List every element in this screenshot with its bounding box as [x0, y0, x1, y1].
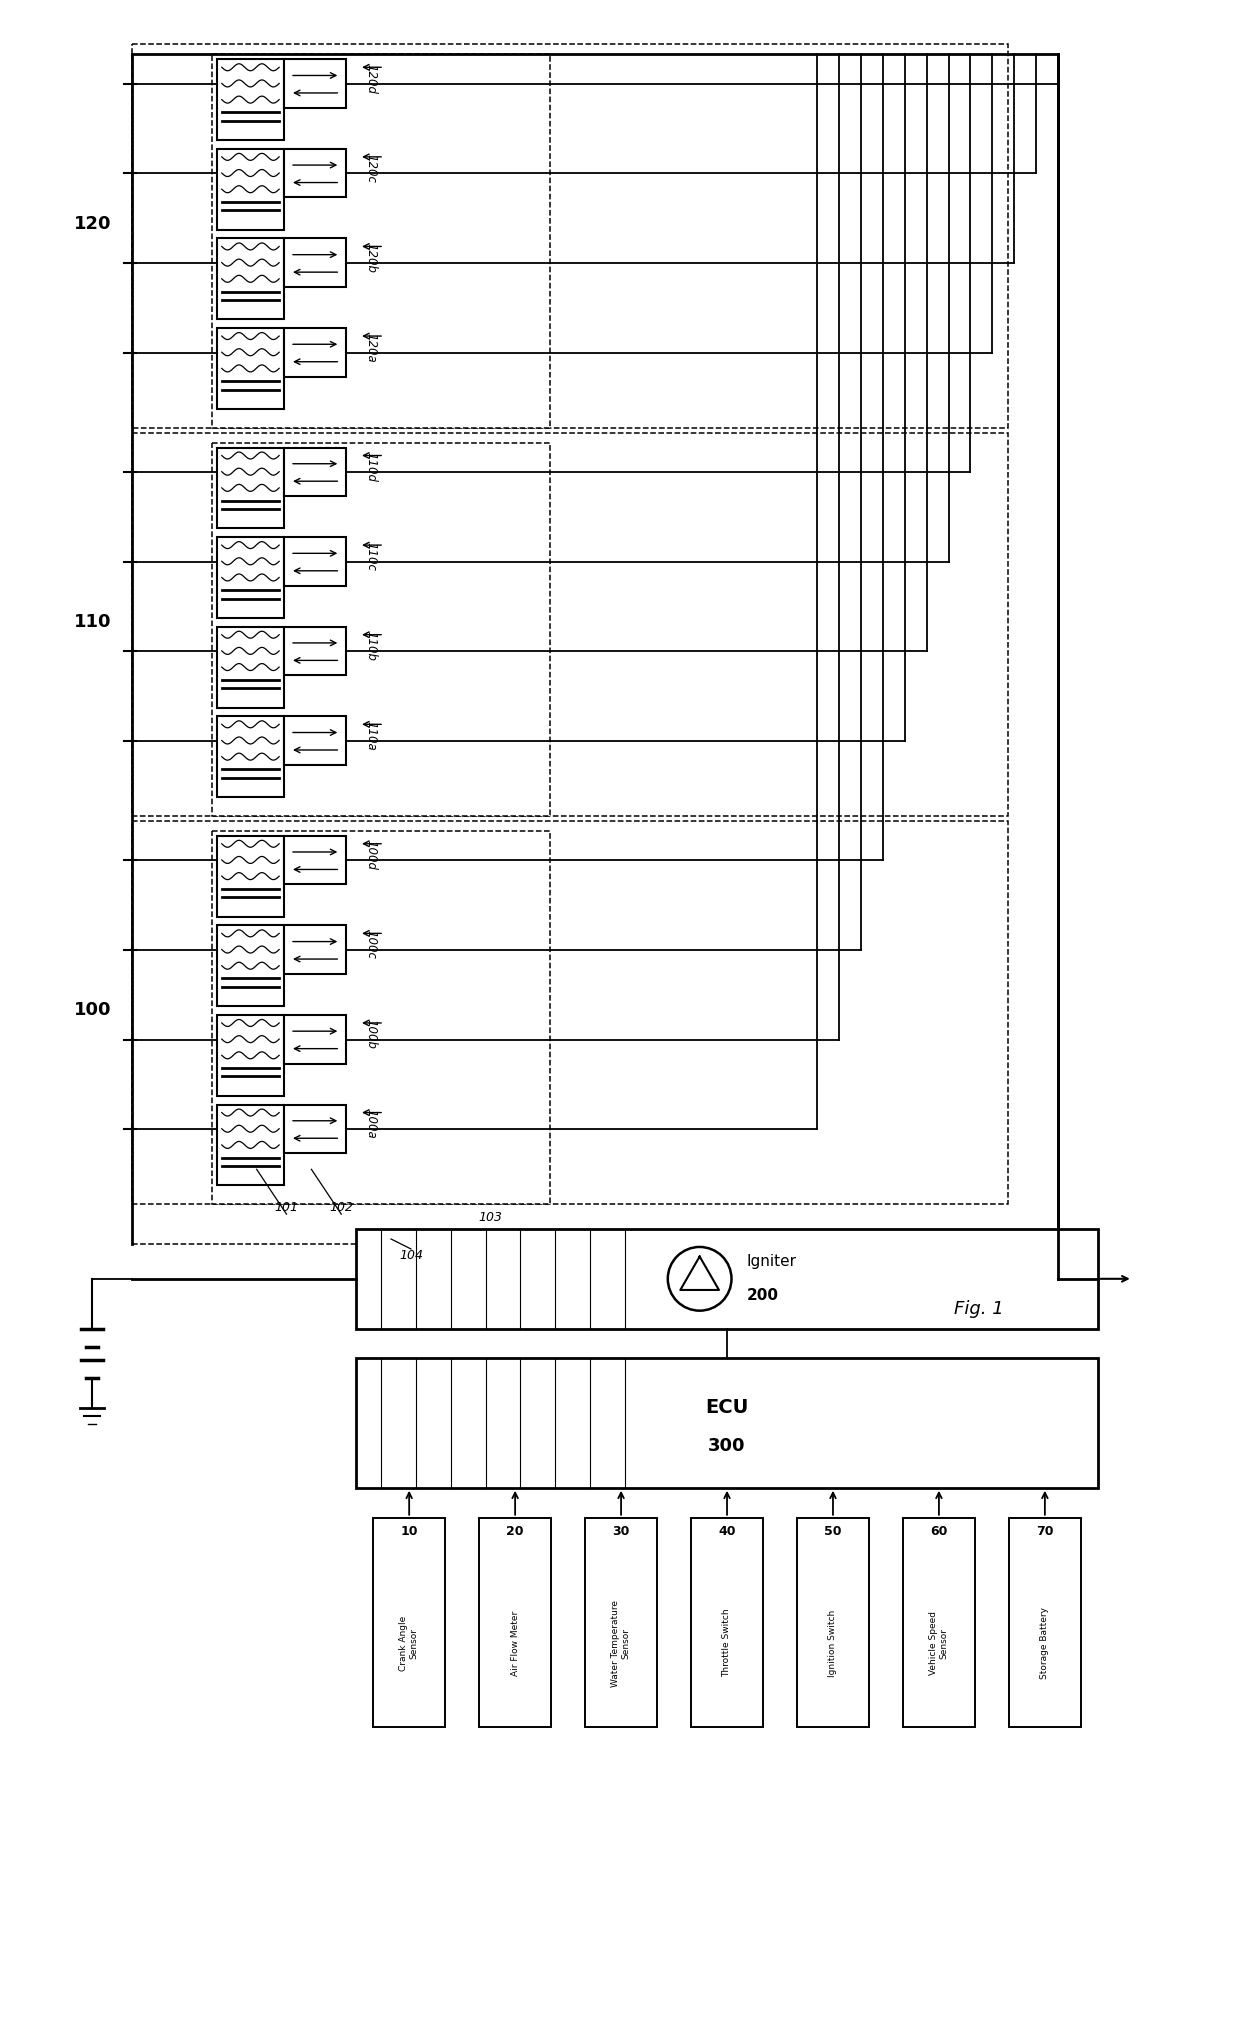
Bar [373, 1518, 445, 1727]
Bar [284, 148, 346, 197]
Text: 20: 20 [506, 1526, 523, 1538]
Bar [217, 239, 284, 319]
Text: 30: 30 [613, 1526, 630, 1538]
Text: 60: 60 [930, 1526, 947, 1538]
Text: 100: 100 [73, 1000, 112, 1019]
Bar [217, 716, 284, 797]
Bar [284, 627, 346, 676]
Text: 200: 200 [746, 1288, 779, 1303]
Bar [217, 1104, 284, 1185]
Text: 120c: 120c [365, 154, 377, 183]
Text: 40: 40 [718, 1526, 735, 1538]
Bar [284, 538, 346, 586]
Text: Fig. 1: Fig. 1 [954, 1301, 1003, 1317]
Text: 110c: 110c [365, 542, 377, 570]
Text: 120: 120 [73, 215, 112, 233]
Bar [284, 925, 346, 974]
Bar [284, 59, 346, 108]
Text: 120a: 120a [365, 333, 377, 363]
Text: 100c: 100c [365, 931, 377, 960]
Text: 103: 103 [479, 1211, 502, 1223]
Bar [797, 1518, 869, 1727]
Text: 110a: 110a [365, 720, 377, 751]
Text: 120d: 120d [365, 63, 377, 93]
Bar [284, 1104, 346, 1152]
Bar [212, 55, 551, 428]
Bar [133, 432, 1008, 816]
Text: 110b: 110b [365, 631, 377, 661]
Bar [217, 1014, 284, 1096]
Bar [133, 45, 1008, 428]
Bar [284, 329, 346, 377]
Text: Ignition Switch: Ignition Switch [828, 1609, 837, 1676]
Text: 300: 300 [708, 1437, 745, 1455]
Bar [585, 1518, 657, 1727]
Text: 100b: 100b [365, 1019, 377, 1049]
Bar [217, 925, 284, 1006]
Bar [212, 442, 551, 816]
Bar [356, 1359, 1097, 1487]
Bar [356, 1230, 1097, 1329]
Text: 102: 102 [330, 1201, 353, 1213]
Text: 10: 10 [401, 1526, 418, 1538]
Text: Air Flow Meter: Air Flow Meter [511, 1611, 520, 1676]
Text: Storage Battery: Storage Battery [1040, 1607, 1049, 1680]
Bar [480, 1518, 551, 1727]
Text: 110d: 110d [365, 452, 377, 483]
Bar [217, 448, 284, 528]
Text: Crank Angle
Sensor: Crank Angle Sensor [399, 1615, 419, 1670]
Bar [284, 716, 346, 765]
Text: Igniter: Igniter [746, 1254, 796, 1270]
Bar [212, 830, 551, 1203]
Bar [217, 627, 284, 708]
Bar [217, 59, 284, 140]
Text: 101: 101 [274, 1201, 299, 1213]
Bar [284, 836, 346, 885]
Text: 110: 110 [73, 613, 112, 631]
Text: 104: 104 [399, 1250, 423, 1262]
Text: Vehicle Speed
Sensor: Vehicle Speed Sensor [929, 1611, 949, 1676]
Bar [217, 836, 284, 917]
Bar [691, 1518, 763, 1727]
Text: ECU: ECU [706, 1398, 749, 1416]
Bar [217, 329, 284, 410]
Text: 100a: 100a [365, 1110, 377, 1138]
Text: Water Temperature
Sensor: Water Temperature Sensor [611, 1599, 631, 1686]
Text: Throttle Switch: Throttle Switch [723, 1609, 732, 1678]
Bar [284, 239, 346, 286]
Text: 100d: 100d [365, 840, 377, 870]
Text: 120b: 120b [365, 243, 377, 274]
Bar [284, 448, 346, 495]
Text: 70: 70 [1037, 1526, 1054, 1538]
Bar [903, 1518, 975, 1727]
Bar [1009, 1518, 1081, 1727]
Bar [217, 538, 284, 619]
Bar [133, 822, 1008, 1203]
Text: 50: 50 [825, 1526, 842, 1538]
Bar [284, 1014, 346, 1063]
Bar [217, 148, 284, 229]
